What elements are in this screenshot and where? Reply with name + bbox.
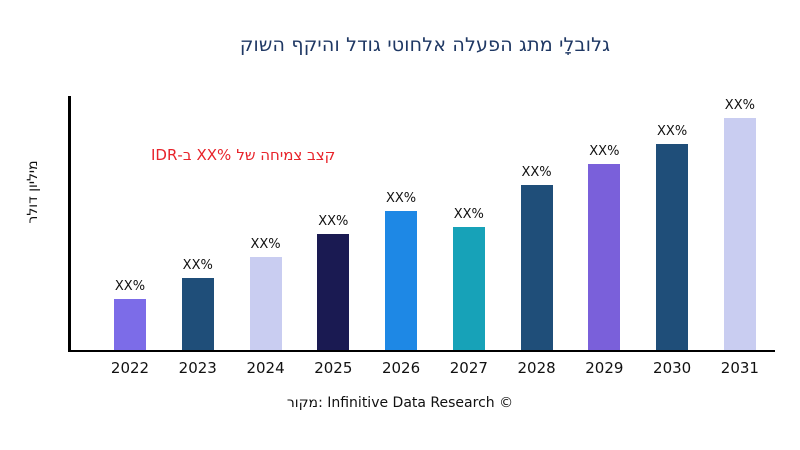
bar-group-2026: XX% 2026 [368,191,434,377]
growth-annotation: קצב צמיחה של XX% ב-IDR [151,146,335,164]
bar-2027 [452,227,485,350]
bar-value-label: XX% [589,144,620,159]
x-tick-label: 2029 [585,359,624,377]
bar-value-label: XX% [250,237,281,252]
bar-value-label: XX% [385,191,417,206]
bar-value-label: XX% [724,98,755,113]
x-tick-label: 2024 [246,359,285,377]
bar-group-2029: XX% 2029 [571,144,637,377]
bar-2029 [588,164,621,350]
bar-2024 [249,257,282,350]
bar-2031 [723,118,756,350]
x-tick-label: 2022 [110,359,150,377]
bars-area: XX% 2022 XX% 2023 XX% 2024 XX% 2025 XX% 2026 XX% 20… [97,96,773,377]
bar-value-label: XX% [114,279,146,294]
bar-group-2025: XX% 2025 [300,214,366,377]
bar-value-label: XX% [521,165,552,180]
chart-title: גלובלָי מתג הפעלה אלחוטי גודל והיקף השוק [239,34,611,56]
plot-area: קצב צמיחה של XX% ב-IDR XX% 2022 XX% 2023 XX%… [68,96,775,377]
bar-2022 [114,299,146,350]
annotation-prefix: קצב צמיחה של [236,146,336,164]
y-axis-label: מיליון דולר [25,160,41,224]
x-tick-label: 2031 [720,359,759,377]
bar-2030 [656,144,689,350]
bar-group-2023: XX% 2023 [165,258,231,377]
bar-group-2022: XX% 2022 [97,279,163,377]
x-tick-label: 2025 [314,359,353,377]
bar-value-label: XX% [318,214,349,229]
bar-value-label: XX% [657,124,688,139]
bar-2026 [385,211,418,350]
bar-group-2024: XX% 2024 [233,237,299,377]
bar-value-label: XX% [182,258,213,273]
x-tick-label: 2026 [381,359,421,377]
x-tick-label: 2028 [517,359,556,377]
bar-group-2031: XX% 2031 [707,98,773,377]
bar-2023 [181,278,214,350]
bar-group-2028: XX% 2028 [504,165,570,377]
annotation-suffix: ב-IDR [151,146,192,164]
x-tick-label: 2030 [653,359,692,377]
annotation-percent: XX% [196,146,232,164]
bar-group-2030: XX% 2030 [639,124,705,377]
bar-value-label: XX% [453,207,484,222]
bar-2028 [520,185,553,350]
bar-group-2027: XX% 2027 [436,207,502,377]
source-footer: מקור: Infinitive Data Research © [286,395,514,411]
x-tick-label: 2023 [178,359,217,377]
x-tick-label: 2027 [449,359,488,377]
bar-2025 [317,234,350,350]
